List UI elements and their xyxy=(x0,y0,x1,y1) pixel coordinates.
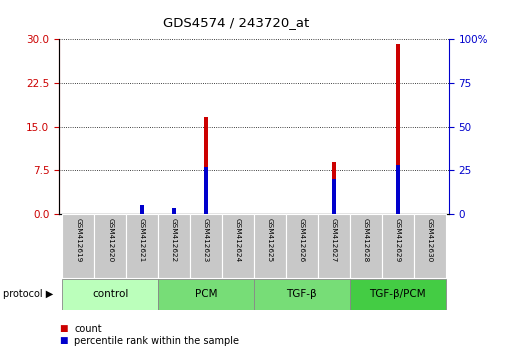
Bar xyxy=(396,165,400,214)
Bar xyxy=(414,214,445,278)
Bar xyxy=(140,205,144,214)
Text: GSM412627: GSM412627 xyxy=(331,218,337,262)
Text: ■: ■ xyxy=(59,336,68,345)
Text: TGF-β: TGF-β xyxy=(287,289,317,299)
Text: GSM412626: GSM412626 xyxy=(299,218,305,262)
Text: ■: ■ xyxy=(59,324,68,333)
Bar xyxy=(63,214,94,278)
Text: TGF-β/PCM: TGF-β/PCM xyxy=(369,289,426,299)
Bar xyxy=(190,214,222,278)
Bar xyxy=(172,208,176,214)
Text: GSM412628: GSM412628 xyxy=(363,218,369,262)
Bar xyxy=(140,205,144,214)
Text: count: count xyxy=(74,324,102,333)
Bar xyxy=(158,214,190,278)
Bar xyxy=(94,214,126,278)
Bar xyxy=(158,279,254,310)
Bar xyxy=(286,214,318,278)
Bar xyxy=(350,214,382,278)
Bar xyxy=(350,279,445,310)
Bar xyxy=(254,279,350,310)
Bar xyxy=(204,167,208,214)
Text: GSM412630: GSM412630 xyxy=(427,218,432,262)
Text: PCM: PCM xyxy=(195,289,217,299)
Bar xyxy=(396,44,400,214)
Text: GDS4574 / 243720_at: GDS4574 / 243720_at xyxy=(163,16,309,29)
Bar xyxy=(318,214,350,278)
Text: percentile rank within the sample: percentile rank within the sample xyxy=(74,336,240,346)
Bar xyxy=(204,116,208,214)
Text: control: control xyxy=(92,289,128,299)
Text: GSM412621: GSM412621 xyxy=(139,218,145,262)
Text: protocol ▶: protocol ▶ xyxy=(3,289,53,299)
Bar xyxy=(126,214,158,278)
Text: GSM412619: GSM412619 xyxy=(75,218,81,262)
Text: GSM412625: GSM412625 xyxy=(267,218,273,262)
Bar xyxy=(172,210,176,214)
Text: GSM412629: GSM412629 xyxy=(394,218,401,262)
Bar xyxy=(222,214,254,278)
Bar xyxy=(332,179,336,214)
Bar xyxy=(382,214,413,278)
Bar xyxy=(254,214,286,278)
Text: GSM412620: GSM412620 xyxy=(107,218,113,262)
Bar xyxy=(332,161,336,214)
Text: GSM412624: GSM412624 xyxy=(235,218,241,262)
Text: GSM412622: GSM412622 xyxy=(171,218,177,262)
Text: GSM412623: GSM412623 xyxy=(203,218,209,262)
Bar xyxy=(63,279,158,310)
